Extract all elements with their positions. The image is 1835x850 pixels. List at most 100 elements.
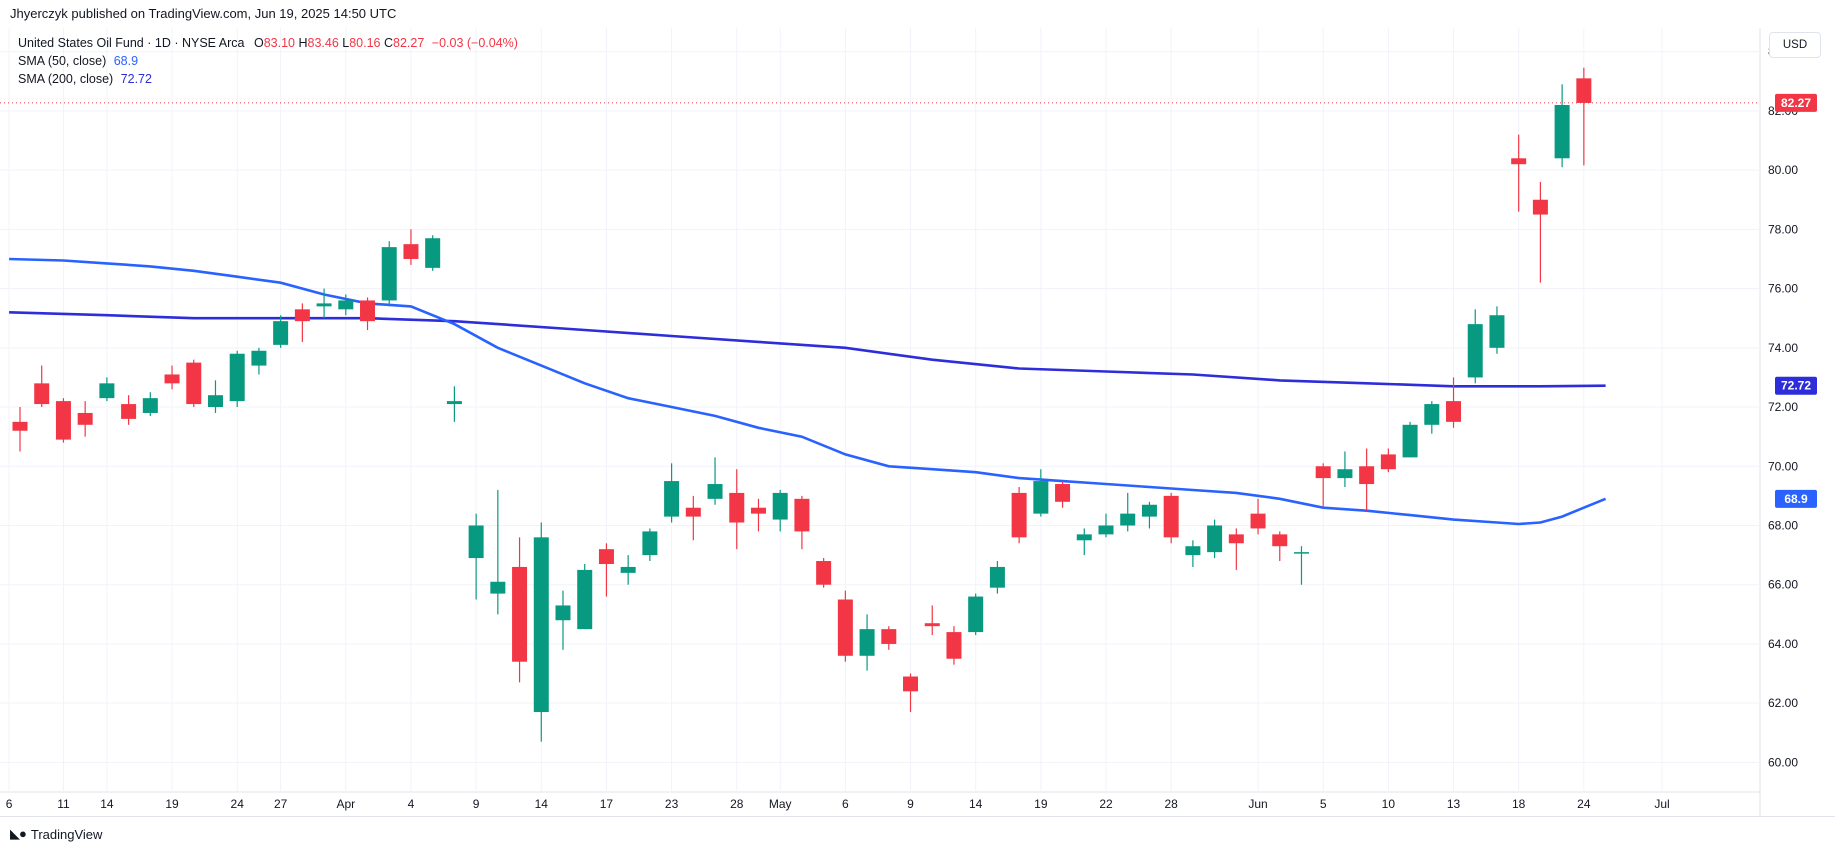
high-value: 83.46: [307, 36, 339, 50]
candle-body: [512, 566, 528, 662]
x-tick-label: 28: [730, 797, 744, 811]
x-tick-label: 22: [1099, 797, 1113, 811]
brand-footer[interactable]: ◣● TradingView: [10, 826, 102, 842]
y-tick-label: 68.00: [1768, 518, 1798, 532]
candle-body: [251, 350, 267, 366]
candle-body: [903, 676, 919, 692]
sma200-value: 72.72: [120, 72, 152, 86]
candle-body: [772, 492, 788, 520]
sma200-label: SMA (200, close): [18, 72, 114, 86]
candle-body: [1141, 504, 1157, 517]
candle-body: [1163, 495, 1179, 538]
x-tick-label: 24: [231, 797, 245, 811]
sma200-line: [9, 311, 1606, 388]
candle-body: [1076, 534, 1092, 541]
candle-body: [316, 303, 332, 307]
x-tick-label: 19: [1034, 797, 1048, 811]
candle-body: [1337, 469, 1353, 479]
candle-body: [729, 492, 745, 523]
x-tick-label: Jul: [1654, 797, 1669, 811]
candle-body: [1055, 484, 1071, 502]
open-value: 83.10: [263, 36, 295, 50]
symbol-row[interactable]: United States Oil Fund · 1D · NYSE Arca …: [18, 34, 518, 52]
candle-body: [794, 498, 810, 532]
x-tick-label: 10: [1382, 797, 1396, 811]
candle-body: [1272, 534, 1288, 547]
candle-body: [1228, 534, 1244, 544]
footer-divider: [0, 816, 1835, 817]
candle-body: [403, 244, 419, 259]
candle-body: [1554, 104, 1570, 159]
y-tick-label: 74.00: [1768, 341, 1798, 355]
candle-body: [186, 362, 202, 405]
x-tick-label: 9: [907, 797, 914, 811]
x-tick-label: 17: [600, 797, 614, 811]
published-note: Jhyerczyk published on TradingView.com, …: [10, 6, 397, 21]
y-tick-label: 80.00: [1768, 163, 1798, 177]
x-tick-label: 11: [57, 797, 70, 811]
x-tick-label: 4: [408, 797, 415, 811]
candle-body: [1120, 513, 1136, 526]
sma50-label: SMA (50, close): [18, 54, 107, 68]
candle-body: [1359, 466, 1375, 485]
x-tick-label: 18: [1512, 797, 1526, 811]
candle-body: [837, 599, 853, 656]
candle-body: [1467, 324, 1483, 378]
currency-button[interactable]: USD: [1769, 32, 1821, 58]
candle-body: [816, 561, 832, 585]
x-tick-label: 14: [535, 797, 549, 811]
last-price-badge: [1775, 93, 1817, 112]
candle-body: [620, 566, 636, 573]
x-tick-label: 9: [473, 797, 480, 811]
sma50-row[interactable]: SMA (50, close) 68.9: [18, 52, 518, 70]
sma200-badge-label: 72.72: [1781, 379, 1811, 393]
x-tick-label: 23: [665, 797, 679, 811]
candle-body: [881, 629, 897, 644]
candle-body: [99, 383, 115, 399]
x-tick-label: 27: [274, 797, 288, 811]
x-tick-label: May: [769, 797, 792, 811]
candle-body: [1315, 466, 1331, 479]
sma200-row[interactable]: SMA (200, close) 72.72: [18, 70, 518, 88]
candle-body: [1098, 525, 1114, 535]
x-tick-label: 14: [100, 797, 114, 811]
x-tick-label: Apr: [336, 797, 355, 811]
candle-body: [294, 309, 310, 322]
tradingview-logo-icon: ◣●: [10, 826, 27, 841]
candle-body: [533, 537, 549, 713]
candle-body: [1532, 199, 1548, 215]
candle-body: [555, 605, 571, 621]
ohlc-values: O83.10 H83.46 L80.16 C82.27 −0.03 (−0.04…: [253, 36, 518, 50]
candle-body: [577, 569, 593, 630]
x-tick-label: 5: [1320, 797, 1327, 811]
brand-name: TradingView: [30, 826, 103, 842]
candle-body: [207, 395, 223, 408]
x-tick-label: 28: [1164, 797, 1178, 811]
x-tick-label: 14: [969, 797, 983, 811]
candle-body: [1033, 481, 1049, 514]
candle-body: [1424, 404, 1440, 425]
symbol-title: United States Oil Fund · 1D · NYSE Arca: [18, 36, 245, 50]
sma200-badge: [1775, 376, 1817, 395]
candle-body: [1207, 525, 1223, 553]
candle-body: [55, 401, 71, 440]
candle-body: [946, 632, 962, 659]
y-tick-label: 62.00: [1768, 696, 1798, 710]
candle-body: [707, 484, 723, 499]
chart-legend: United States Oil Fund · 1D · NYSE Arca …: [18, 34, 518, 88]
candle-body: [968, 596, 984, 633]
candle-body: [338, 300, 354, 310]
candle-body: [142, 398, 158, 413]
candle-body: [381, 247, 397, 301]
candle-body: [1446, 401, 1462, 422]
y-tick-label: 60.00: [1768, 755, 1798, 769]
x-tick-label: 6: [6, 797, 13, 811]
candle-body: [468, 525, 484, 559]
candle-body: [34, 383, 50, 405]
candle-body: [1380, 454, 1396, 470]
candle-body: [425, 238, 441, 268]
y-tick-label: 64.00: [1768, 637, 1798, 651]
x-tick-label: 24: [1577, 797, 1591, 811]
y-tick-label: 66.00: [1768, 578, 1798, 592]
